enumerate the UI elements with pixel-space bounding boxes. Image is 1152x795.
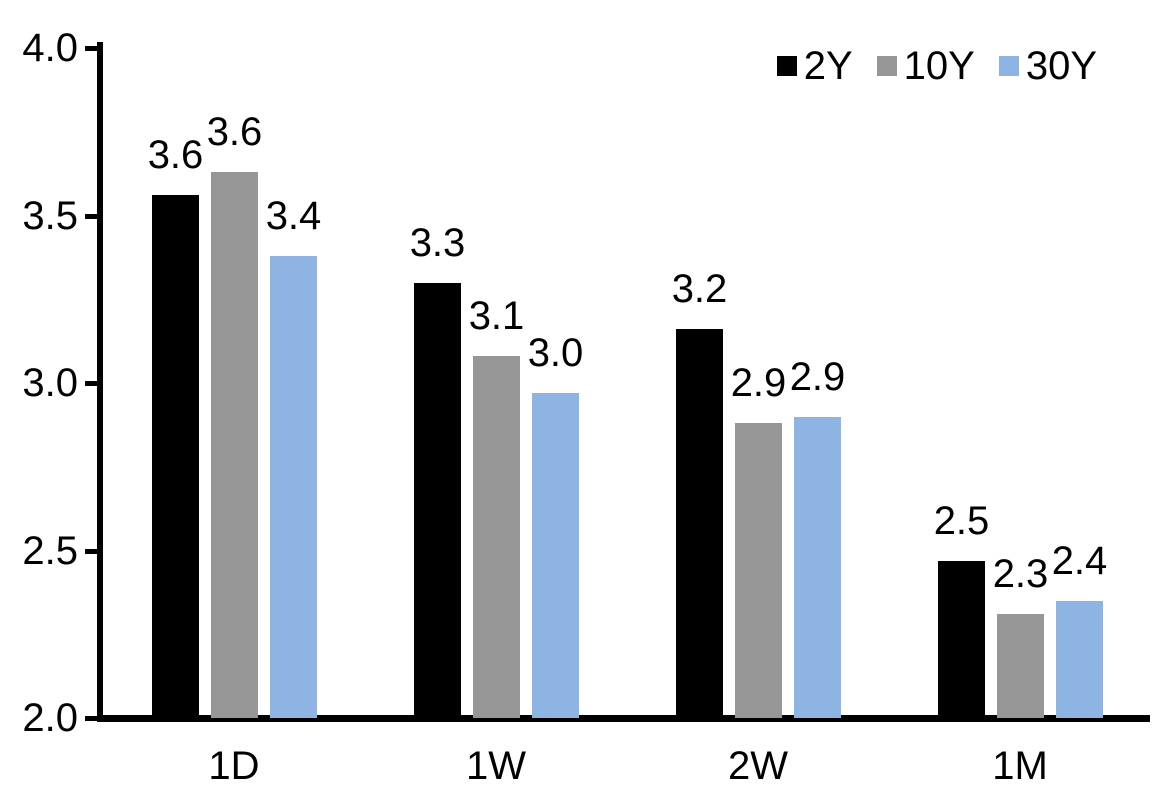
bar-value-label: 2.4 [1051,539,1108,583]
bar-30Y-1M [1056,601,1103,718]
bar-value-label: 3.1 [468,294,525,338]
bar-value-label: 3.6 [147,133,204,177]
bar-10Y-1M [997,614,1044,718]
y-tick-label: 4.0 [22,26,78,70]
x-axis-line [97,715,1150,722]
bar-10Y-2W [735,423,782,718]
category-label-2W: 2W [728,744,788,788]
legend-marker-30Y-icon [998,56,1019,76]
bar-2Y-1W [414,283,461,718]
bar-10Y-1W [473,356,520,718]
bar-value-label: 2.3 [992,552,1049,596]
bar-value-label: 2.9 [789,355,846,399]
legend-item-2Y: 2Y [776,44,853,88]
bar-30Y-2W [794,417,841,718]
bar-30Y-1D [270,256,317,718]
category-label-1M: 1M [992,744,1048,788]
legend: 2Y 10Y 30Y [776,44,1097,88]
legend-marker-2Y-icon [776,56,797,76]
y-tick [85,46,97,51]
category-label-1D: 1D [208,744,260,788]
bar-10Y-1D [211,172,258,718]
category-label-1W: 1W [466,744,526,788]
y-tick [85,549,97,554]
bar-value-label: 2.5 [933,499,990,543]
legend-label: 2Y [803,44,853,88]
bar-value-label: 2.9 [730,361,787,405]
bar-value-label: 3.6 [206,110,263,154]
bar-value-label: 3.0 [527,331,584,375]
legend-item-10Y: 10Y [876,44,975,88]
y-tick-label: 3.5 [22,194,78,238]
bar-2Y-1M [938,561,985,718]
y-tick-label: 2.5 [22,529,78,573]
y-axis-line [97,42,103,722]
legend-marker-10Y-icon [876,56,897,76]
legend-label: 30Y [1025,44,1097,88]
y-tick [85,381,97,386]
legend-label: 10Y [903,44,975,88]
bar-value-label: 3.4 [265,194,322,238]
bar-2Y-1D [152,195,199,718]
bar-value-label: 3.3 [409,221,466,265]
y-tick-label: 3.0 [22,361,78,405]
y-tick [85,716,97,721]
bar-30Y-1W [532,393,579,718]
bar-value-label: 3.2 [671,267,728,311]
bar-2Y-2W [676,329,723,718]
legend-item-30Y: 30Y [998,44,1097,88]
y-tick [85,214,97,219]
y-tick-label: 2.0 [22,696,78,740]
